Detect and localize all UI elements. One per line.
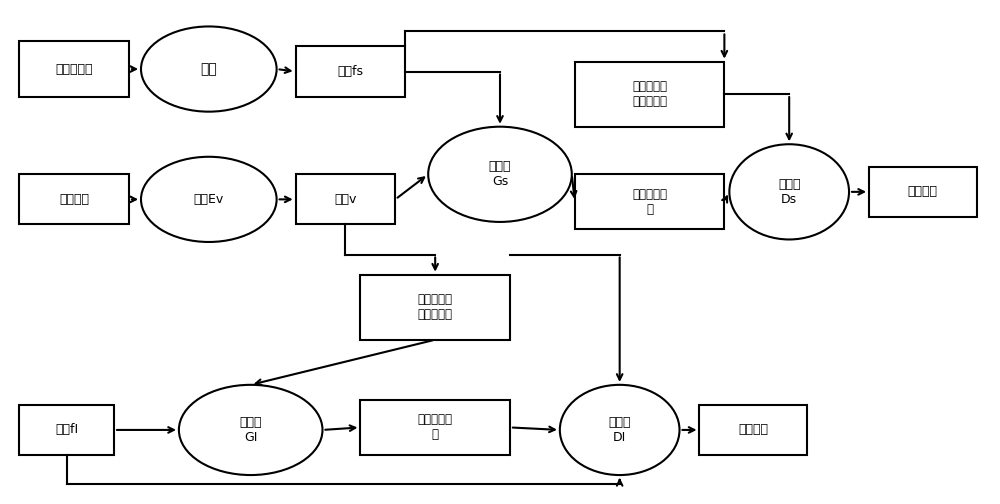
Ellipse shape [141, 26, 277, 112]
Text: 生成控制数
据: 生成控制数 据 [632, 188, 667, 216]
Text: 生成器
GI: 生成器 GI [239, 416, 262, 444]
Text: 测量数据: 测量数据 [59, 193, 89, 206]
FancyBboxPatch shape [296, 46, 405, 97]
Text: 判断结果: 判断结果 [738, 423, 768, 436]
FancyBboxPatch shape [296, 174, 395, 224]
FancyBboxPatch shape [869, 167, 977, 217]
Ellipse shape [428, 127, 572, 222]
FancyBboxPatch shape [19, 41, 129, 97]
FancyBboxPatch shape [575, 61, 724, 127]
Ellipse shape [179, 385, 322, 475]
Text: 向量fs: 向量fs [337, 65, 363, 78]
Text: 真实量子计
算控制数据: 真实量子计 算控制数据 [632, 80, 667, 108]
Text: 辨别器
DI: 辨别器 DI [608, 416, 631, 444]
Text: 向量v: 向量v [334, 193, 357, 206]
Text: 编码: 编码 [200, 62, 217, 76]
Ellipse shape [560, 385, 680, 475]
FancyBboxPatch shape [19, 174, 129, 224]
Text: 辨别器
Ds: 辨别器 Ds [778, 178, 800, 206]
Text: 生成器
Gs: 生成器 Gs [489, 160, 511, 188]
Text: 真实量子计
算控制数据: 真实量子计 算控制数据 [418, 293, 453, 321]
FancyBboxPatch shape [19, 405, 114, 455]
Text: 生成控制数
据: 生成控制数 据 [418, 413, 453, 442]
Text: 判断结果: 判断结果 [908, 185, 938, 199]
FancyBboxPatch shape [360, 275, 510, 340]
Ellipse shape [729, 144, 849, 239]
FancyBboxPatch shape [575, 174, 724, 229]
FancyBboxPatch shape [360, 400, 510, 455]
Text: 谐振腔频率: 谐振腔频率 [55, 62, 93, 76]
Text: 向量fI: 向量fI [55, 423, 78, 436]
FancyBboxPatch shape [699, 405, 807, 455]
Ellipse shape [141, 157, 277, 242]
Text: 编码Ev: 编码Ev [194, 193, 224, 206]
